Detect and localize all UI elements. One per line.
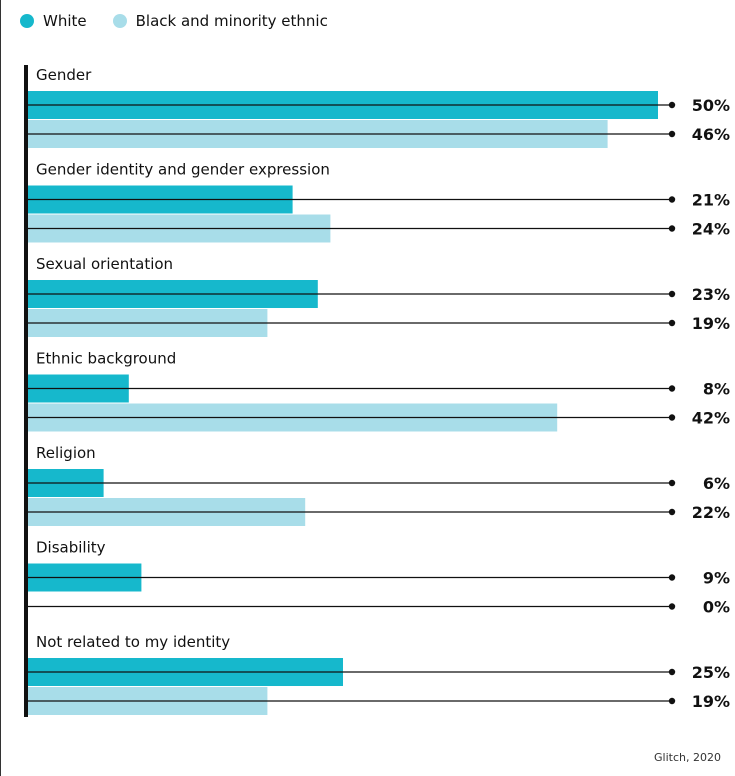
category-label-ethnic-background: Ethnic background bbox=[36, 350, 176, 368]
leader-dot-bme-gender-identity-and-gender-expression bbox=[668, 225, 676, 232]
value-label-bme-ethnic-background: 42% bbox=[692, 409, 730, 428]
legend-item-white: White bbox=[20, 12, 87, 30]
category-label-disability: Disability bbox=[36, 539, 106, 557]
legend-label-bme: Black and minority ethnic bbox=[135, 12, 328, 30]
leader-dot-bme-ethnic-background bbox=[668, 414, 676, 421]
category-label-not-related-to-my-identity: Not related to my identity bbox=[36, 633, 230, 651]
leader-dot-white-not-related-to-my-identity bbox=[668, 668, 676, 676]
legend-swatch-bme bbox=[112, 14, 127, 28]
leader-dot-bme-not-related-to-my-identity bbox=[668, 697, 676, 705]
leader-dot-white-gender-identity-and-gender-expression bbox=[668, 196, 676, 203]
value-label-white-sexual-orientation: 23% bbox=[692, 285, 730, 304]
value-label-white-ethnic-background: 8% bbox=[703, 380, 730, 399]
source-credit: Glitch, 2020 bbox=[654, 751, 721, 764]
category-label-gender: Gender bbox=[36, 66, 92, 84]
leader-dot-white-religion bbox=[668, 479, 676, 487]
value-label-white-gender: 50% bbox=[692, 96, 730, 115]
value-label-white-disability: 9% bbox=[703, 569, 730, 588]
leader-dot-bme-gender bbox=[668, 130, 676, 138]
y-axis-line bbox=[24, 65, 28, 717]
legend-item-bme: Black and minority ethnic bbox=[112, 12, 328, 30]
category-label-religion: Religion bbox=[36, 444, 96, 462]
value-label-bme-gender: 46% bbox=[692, 125, 730, 144]
leader-dot-bme-sexual-orientation bbox=[668, 319, 676, 327]
category-label-sexual-orientation: Sexual orientation bbox=[36, 255, 173, 273]
value-label-bme-gender-identity-and-gender-expression: 24% bbox=[692, 220, 730, 239]
category-label-gender-identity-and-gender-expression: Gender identity and gender expression bbox=[36, 161, 330, 179]
leader-dot-white-disability bbox=[668, 574, 676, 581]
leader-dot-white-ethnic-background bbox=[668, 385, 676, 392]
value-label-bme-sexual-orientation: 19% bbox=[692, 314, 730, 333]
value-label-white-not-related-to-my-identity: 25% bbox=[692, 663, 730, 682]
value-label-white-religion: 6% bbox=[703, 474, 730, 493]
legend-label-white: White bbox=[43, 12, 87, 30]
leader-dot-white-gender bbox=[668, 101, 676, 109]
legend: White Black and minority ethnic bbox=[20, 10, 354, 32]
legend-swatch-white bbox=[20, 14, 34, 28]
leader-dot-bme-disability bbox=[668, 603, 676, 610]
leader-dot-bme-religion bbox=[668, 508, 676, 516]
value-label-bme-not-related-to-my-identity: 19% bbox=[692, 692, 730, 711]
leader-dot-white-sexual-orientation bbox=[668, 290, 676, 298]
value-label-bme-disability: 0% bbox=[703, 598, 730, 617]
value-label-bme-religion: 22% bbox=[692, 503, 730, 522]
frame-left-border bbox=[0, 0, 1, 776]
value-label-white-gender-identity-and-gender-expression: 21% bbox=[692, 191, 730, 210]
